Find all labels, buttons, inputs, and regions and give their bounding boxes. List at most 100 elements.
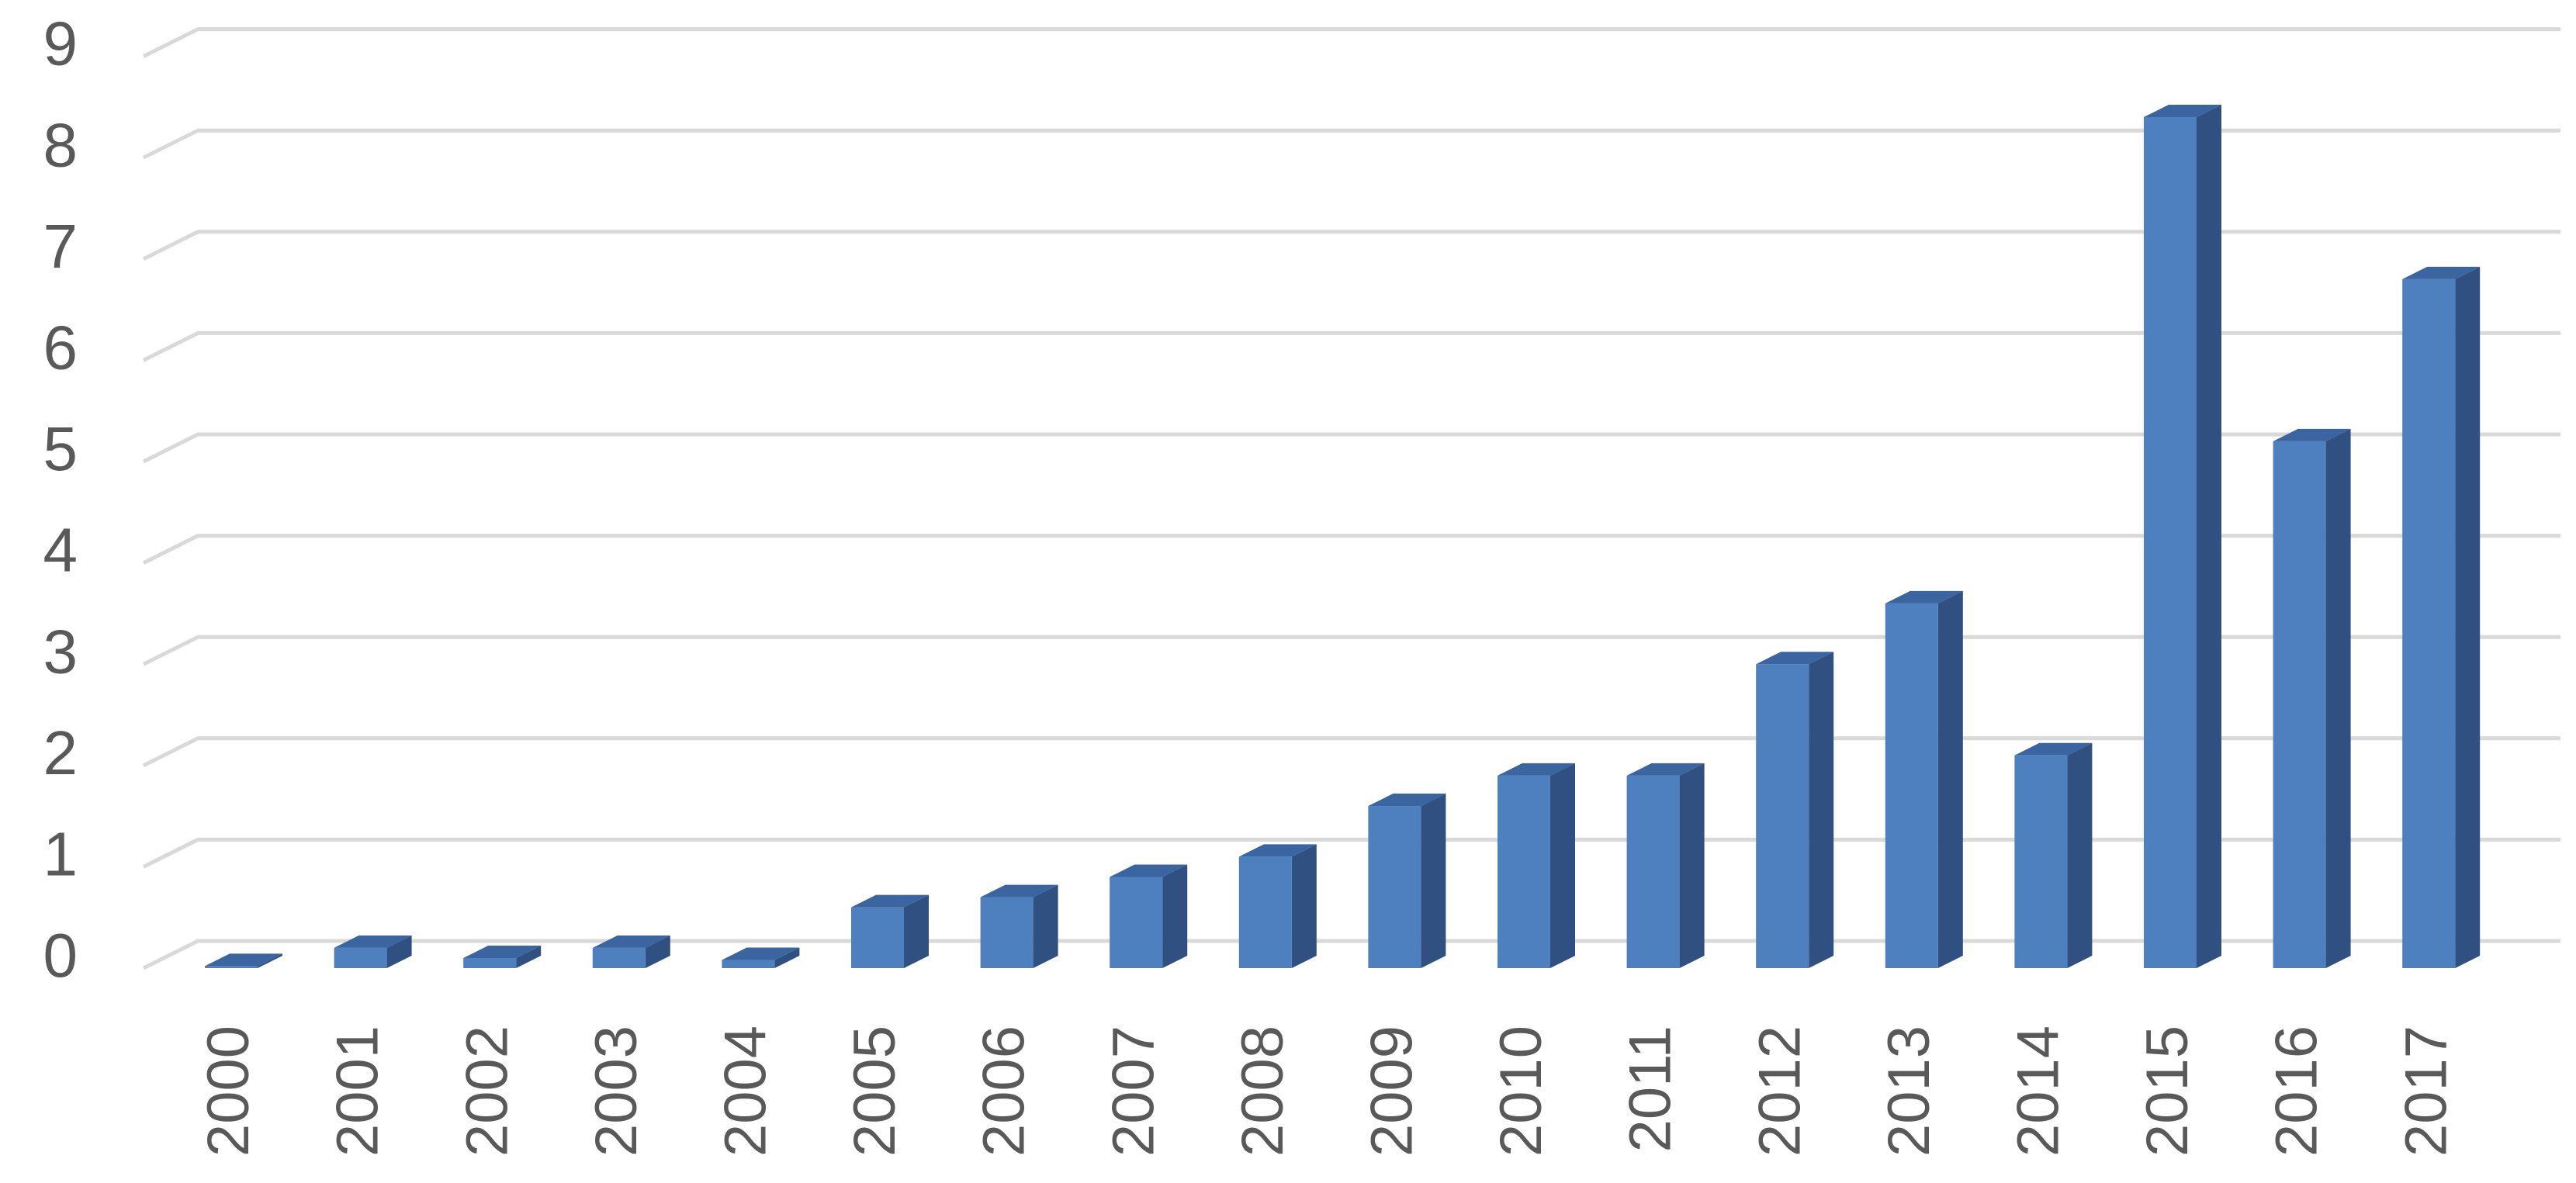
bar-top — [334, 935, 412, 948]
y-tick-label: 8 — [43, 110, 78, 179]
bar-2007 — [1110, 864, 1188, 968]
x-category-label: 2005 — [842, 1026, 908, 1157]
bar-top — [592, 935, 670, 948]
bar-2008 — [1238, 844, 1317, 968]
gridline — [142, 230, 2560, 261]
y-tick-label: 5 — [43, 414, 78, 483]
bar-side — [1809, 652, 1834, 968]
bar-side — [1033, 884, 1058, 968]
bar-top — [1110, 864, 1188, 877]
y-tick-label: 7 — [43, 212, 78, 281]
bar-front — [2402, 278, 2456, 968]
bar-2004 — [722, 947, 800, 968]
bar-side — [258, 953, 282, 968]
bar-top — [1756, 652, 1834, 665]
bar-2014 — [2014, 742, 2093, 968]
bar-2016 — [2273, 428, 2351, 968]
bar-top — [2402, 266, 2481, 279]
bar-side — [1162, 864, 1188, 968]
x-category-label: 2015 — [2135, 1026, 2200, 1157]
bar-side — [1937, 590, 1963, 968]
bar-top — [2273, 428, 2351, 441]
bar-front — [722, 960, 775, 968]
bar-side — [2067, 742, 2093, 968]
bar-side — [2455, 266, 2481, 968]
bar-2013 — [1885, 590, 1963, 968]
bar-2006 — [980, 884, 1058, 968]
gridline — [142, 27, 2560, 58]
bar-top — [1368, 794, 1446, 807]
bar-front — [205, 966, 258, 968]
bar-front — [1756, 664, 1809, 968]
x-category-label: 2003 — [583, 1026, 649, 1157]
y-tick-label: 4 — [43, 516, 78, 585]
bar-2001 — [334, 935, 412, 968]
bar-top — [1885, 590, 1963, 604]
x-category-label: 2009 — [1359, 1026, 1425, 1157]
bar-side — [386, 935, 412, 968]
x-category-label: 2008 — [1230, 1026, 1296, 1157]
bar-2015 — [2144, 104, 2221, 969]
bar-front — [2273, 441, 2326, 968]
bar-side — [2197, 104, 2221, 969]
x-axis-category-labels: 2000 2001 2002 2003 2004 2005 2006 2007 2008 2009… — [196, 1026, 2459, 1157]
bar-side — [1421, 794, 1446, 968]
bar-2002 — [463, 945, 542, 968]
y-tick-label: 6 — [43, 313, 78, 382]
x-category-label: 2001 — [325, 1026, 391, 1157]
x-category-label: 2007 — [1100, 1026, 1166, 1157]
x-category-label: 2010 — [1488, 1026, 1554, 1157]
bar-front — [592, 947, 646, 968]
x-category-label: 2006 — [971, 1026, 1037, 1157]
bar-2012 — [1756, 652, 1834, 968]
bar-2010 — [1497, 763, 1575, 968]
bar-front — [2144, 116, 2197, 969]
bar-top — [205, 953, 282, 967]
bar-side — [1679, 763, 1705, 968]
bar-top — [2144, 104, 2221, 117]
bar-2003 — [592, 935, 670, 968]
bar-2009 — [1368, 794, 1446, 968]
bar-top — [722, 947, 800, 960]
bar-front — [334, 947, 387, 968]
bar-front — [2014, 755, 2068, 968]
y-tick-label: 2 — [43, 718, 78, 787]
x-category-label: 2012 — [1747, 1026, 1813, 1157]
x-category-label: 2017 — [2393, 1026, 2459, 1157]
bar-top — [1497, 763, 1575, 776]
bar-front — [463, 957, 517, 968]
bar-top — [2014, 742, 2093, 756]
gridline — [142, 432, 2560, 464]
bars — [205, 104, 2481, 969]
gridline — [142, 128, 2560, 160]
bar-side — [2325, 428, 2351, 968]
gridline — [142, 534, 2560, 565]
bar-front — [1368, 806, 1421, 968]
bar-side — [516, 945, 542, 968]
bar-side — [1550, 763, 1575, 968]
bar-front — [1885, 603, 1938, 968]
x-category-label: 2004 — [712, 1026, 778, 1157]
bar-side — [904, 894, 929, 968]
bar-front — [1238, 856, 1292, 968]
bar-top — [980, 884, 1058, 898]
bar-front — [1626, 775, 1680, 968]
bar-front — [980, 897, 1034, 968]
bar-side — [774, 947, 800, 968]
bar-top — [463, 945, 542, 958]
y-tick-label: 3 — [43, 617, 78, 686]
bar-top — [1238, 844, 1317, 857]
bar-2000 — [205, 953, 282, 968]
y-tick-label: 9 — [43, 9, 78, 78]
bar-2017 — [2402, 266, 2481, 968]
bar-front — [1497, 775, 1550, 968]
gridline — [142, 635, 2560, 666]
x-category-label: 2011 — [1618, 1026, 1684, 1152]
y-axis-tick-labels: 0 1 2 3 4 5 6 7 8 9 — [43, 9, 78, 990]
bar-2011 — [1626, 763, 1705, 968]
x-category-label: 2016 — [2264, 1026, 2330, 1157]
x-category-label: 2013 — [1876, 1026, 1942, 1157]
bar-top — [1626, 763, 1705, 776]
